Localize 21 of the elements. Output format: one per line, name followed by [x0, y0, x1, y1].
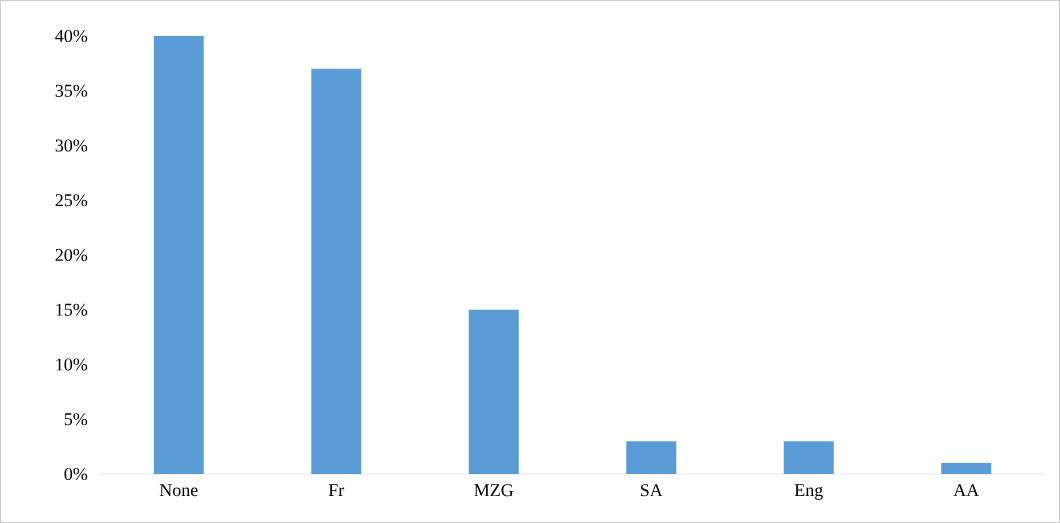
bar: [153, 36, 204, 474]
bar: [468, 309, 519, 474]
bar: [783, 441, 834, 474]
x-tick-label: Fr: [328, 484, 345, 496]
y-tick-label: 30%: [55, 139, 88, 152]
y-tick-label: 25%: [55, 194, 88, 207]
y-tick-label: 40%: [55, 29, 88, 43]
x-tick-label: None: [159, 484, 198, 497]
x-tick-label: Eng: [794, 484, 823, 500]
y-tick-label: 35%: [55, 84, 88, 97]
x-tick-label: AA: [953, 484, 980, 497]
y-tick-label: 10%: [56, 358, 88, 371]
bar: [311, 68, 362, 474]
bar: [626, 441, 677, 474]
y-tick-label: 0%: [64, 467, 88, 481]
y-tick-label: 20%: [55, 248, 88, 262]
y-tick-label: 5%: [64, 413, 88, 426]
x-tick-label: SA: [640, 484, 663, 497]
y-tick-label: 15%: [56, 303, 88, 316]
x-tick-label: MZG: [474, 484, 514, 497]
bar: [941, 463, 992, 474]
